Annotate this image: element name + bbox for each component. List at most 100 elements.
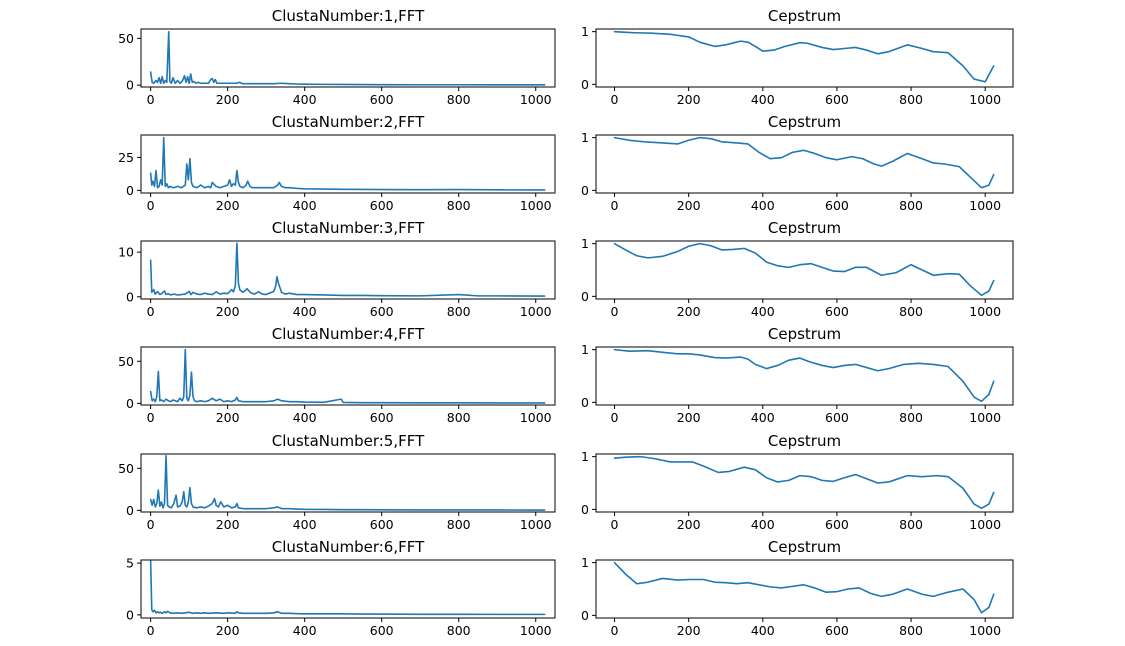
subplot-title: Cepstrum [768, 432, 841, 450]
subplot-cepstrum-5: Cepstrum 0 200 400 600 800 1000 0 1 [581, 432, 1014, 532]
x-tick-label: 0 [147, 198, 155, 213]
y-tick-label: 1 [581, 236, 589, 251]
x-tick-label: 200 [216, 304, 240, 319]
subplot-cepstrum-3: Cepstrum 0 200 400 600 800 1000 0 1 [581, 219, 1014, 319]
subplot-title: Cepstrum [768, 113, 841, 131]
x-tick-label: 800 [899, 198, 923, 213]
subplot-fft-1: ClustaNumber:1,FFT 0 200 400 600 800 1000 0 50 [118, 7, 556, 107]
x-tick-label: 800 [447, 410, 471, 425]
subplot-title: Cepstrum [768, 7, 841, 25]
x-tick-label: 0 [611, 198, 619, 213]
y-tick-label: 0 [581, 608, 589, 623]
x-tick-label: 400 [293, 410, 317, 425]
x-tick-label: 0 [147, 410, 155, 425]
subplot-title: ClustaNumber:6,FFT [272, 538, 425, 556]
subplot-cepstrum-1: Cepstrum 0 200 400 600 800 1000 0 1 [581, 7, 1014, 107]
y-tick-label: 0 [581, 502, 589, 517]
x-tick-label: 600 [370, 198, 394, 213]
y-tick-label: 25 [118, 150, 134, 165]
subplot-fft-3: ClustaNumber:3,FFT 0 200 400 600 800 1000 0 10 [118, 219, 556, 319]
series-line [613, 30, 995, 83]
x-tick-label: 1000 [520, 410, 552, 425]
axes-frame [140, 134, 556, 194]
series-line [149, 348, 546, 404]
subplot-title: ClustaNumber:3,FFT [272, 219, 425, 237]
x-tick-label: 400 [751, 517, 775, 532]
subplot-cepstrum-4: Cepstrum 0 200 400 600 800 1000 0 1 [581, 325, 1014, 425]
x-tick-label: 0 [147, 623, 155, 638]
x-tick-label: 1000 [969, 198, 1001, 213]
series-line [149, 560, 546, 616]
series-line [613, 242, 995, 297]
x-tick-label: 400 [293, 92, 317, 107]
x-tick-label: 800 [447, 198, 471, 213]
y-tick-label: 50 [118, 31, 134, 46]
series-line [149, 31, 546, 86]
y-tick-label: 1 [581, 555, 589, 570]
subplot-fft-6: ClustaNumber:6,FFT 0 200 400 600 800 1000 0 5 [126, 538, 556, 638]
x-tick-label: 400 [293, 517, 317, 532]
x-tick-label: 800 [447, 304, 471, 319]
x-tick-label: 600 [825, 198, 849, 213]
x-tick-label: 400 [293, 623, 317, 638]
x-tick-label: 200 [216, 410, 240, 425]
x-tick-label: 600 [825, 623, 849, 638]
axes-frame [140, 28, 556, 88]
x-tick-label: 800 [899, 304, 923, 319]
axes-frame [595, 346, 1014, 406]
y-tick-label: 0 [126, 607, 134, 622]
y-tick-label: 50 [118, 461, 134, 476]
x-tick-label: 800 [899, 92, 923, 107]
x-tick-label: 1000 [969, 304, 1001, 319]
subplot-cepstrum-6: Cepstrum 0 200 400 600 800 1000 0 1 [581, 538, 1014, 638]
subplot-title: Cepstrum [768, 538, 841, 556]
subplot-title: ClustaNumber:4,FFT [272, 325, 425, 343]
subplot-title: ClustaNumber:1,FFT [272, 7, 425, 25]
subplot-fft-4: ClustaNumber:4,FFT 0 200 400 600 800 1000 0 50 [118, 325, 556, 425]
x-tick-label: 600 [370, 410, 394, 425]
x-tick-label: 0 [611, 517, 619, 532]
y-tick-label: 10 [118, 245, 134, 260]
x-tick-label: 800 [447, 623, 471, 638]
axes-frame [595, 134, 1014, 194]
x-tick-label: 800 [447, 92, 471, 107]
x-tick-label: 200 [677, 410, 701, 425]
y-tick-label: 1 [581, 342, 589, 357]
x-tick-label: 1000 [520, 198, 552, 213]
y-tick-label: 0 [126, 503, 134, 518]
x-tick-label: 200 [216, 517, 240, 532]
y-tick-label: 0 [126, 183, 134, 198]
axes-frame [140, 346, 556, 406]
series-line [613, 348, 995, 403]
x-tick-label: 600 [370, 517, 394, 532]
x-tick-label: 200 [677, 92, 701, 107]
x-tick-label: 1000 [969, 92, 1001, 107]
x-tick-label: 0 [147, 517, 155, 532]
y-tick-label: 0 [126, 289, 134, 304]
axes-frame [140, 559, 556, 619]
x-tick-label: 600 [370, 304, 394, 319]
subplot-cepstrum-2: Cepstrum 0 200 400 600 800 1000 0 1 [581, 113, 1014, 213]
x-tick-label: 1000 [969, 517, 1001, 532]
x-tick-label: 0 [147, 92, 155, 107]
y-tick-label: 50 [118, 354, 134, 369]
y-tick-label: 0 [581, 77, 589, 92]
subplot-title: ClustaNumber:2,FFT [272, 113, 425, 131]
subplot-fft-2: ClustaNumber:2,FFT 0 200 400 600 800 1000 0 25 [118, 113, 556, 213]
y-tick-label: 0 [581, 395, 589, 410]
x-tick-label: 200 [216, 198, 240, 213]
y-tick-label: 0 [126, 78, 134, 93]
x-tick-label: 0 [611, 623, 619, 638]
y-tick-label: 0 [581, 183, 589, 198]
x-tick-label: 200 [216, 623, 240, 638]
x-tick-label: 200 [677, 198, 701, 213]
x-tick-label: 200 [677, 304, 701, 319]
x-tick-label: 600 [825, 92, 849, 107]
x-tick-label: 1000 [520, 623, 552, 638]
x-tick-label: 1000 [520, 304, 552, 319]
subplot-title: Cepstrum [768, 325, 841, 343]
x-tick-label: 800 [447, 517, 471, 532]
axes-frame [140, 453, 556, 513]
x-tick-label: 400 [751, 198, 775, 213]
series-line [613, 136, 995, 189]
